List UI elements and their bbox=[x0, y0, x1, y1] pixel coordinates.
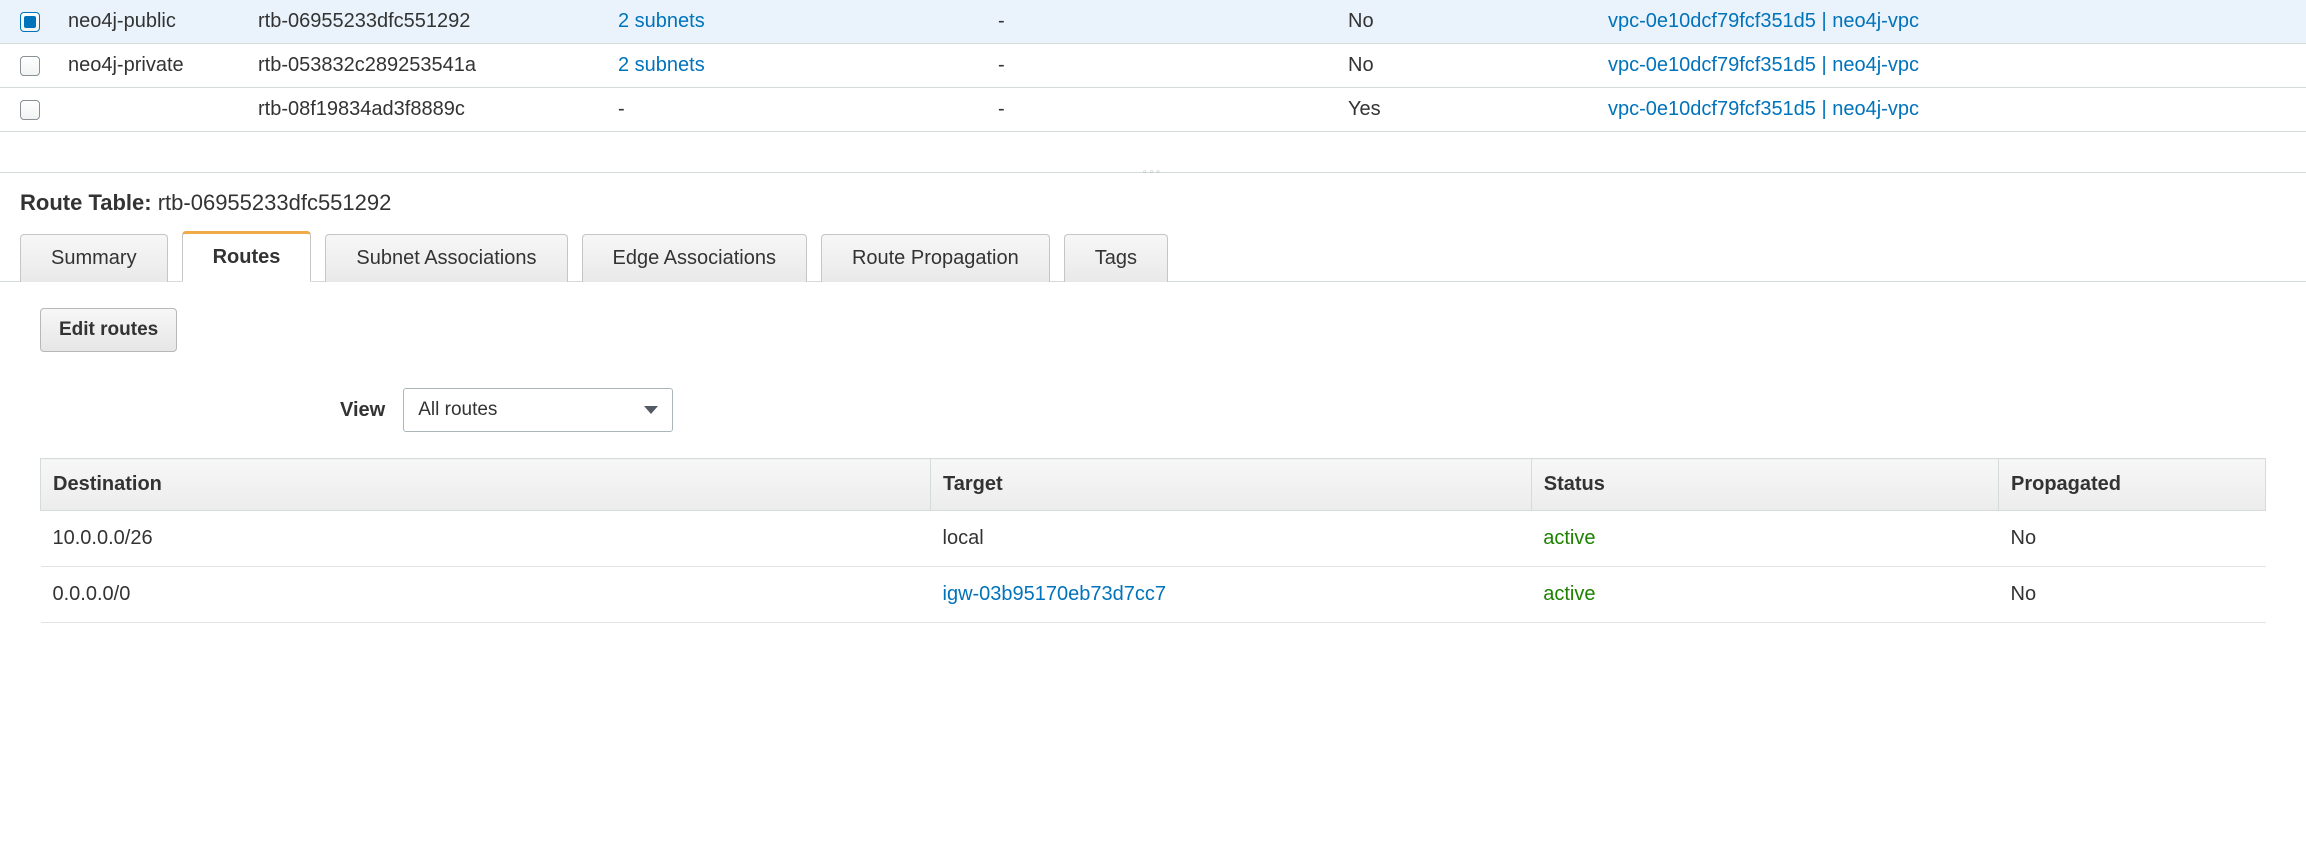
tab-routes[interactable]: Routes bbox=[182, 231, 312, 282]
route-status: active bbox=[1543, 583, 1595, 605]
rt-name-cell bbox=[60, 88, 250, 132]
main-cell: Yes bbox=[1340, 88, 1600, 132]
rt-id-cell: rtb-08f19834ad3f8889c bbox=[250, 88, 610, 132]
rt-name-cell: neo4j-private bbox=[60, 44, 250, 88]
route-propagated: No bbox=[1999, 567, 2266, 623]
routes-header-status[interactable]: Status bbox=[1531, 459, 1998, 511]
tab-tags[interactable]: Tags bbox=[1064, 234, 1168, 282]
view-label: View bbox=[340, 399, 385, 422]
routes-header-destination[interactable]: Destination bbox=[41, 459, 931, 511]
routes-tab-body: Edit routes View All routes Destination … bbox=[0, 282, 2306, 649]
detail-tabs: Summary Routes Subnet Associations Edge … bbox=[0, 230, 2306, 282]
route-target-link[interactable]: igw-03b95170eb73d7cc7 bbox=[943, 583, 1167, 605]
table-row: 0.0.0.0/0 igw-03b95170eb73d7cc7 active No bbox=[41, 567, 2266, 623]
vpc-link[interactable]: vpc-0e10dcf79fcf351d5 | neo4j-vpc bbox=[1608, 10, 1919, 32]
chevron-down-icon bbox=[644, 406, 658, 414]
table-row[interactable]: neo4j-privatertb-053832c289253541a 2 subn… bbox=[0, 44, 2306, 88]
subnets-link[interactable]: 2 subnets bbox=[618, 54, 705, 76]
route-destination: 0.0.0.0/0 bbox=[41, 567, 931, 623]
route-tables-list: neo4j-publicrtb-06955233dfc551292 2 subne… bbox=[0, 0, 2306, 132]
vpc-link[interactable]: vpc-0e10dcf79fcf351d5 | neo4j-vpc bbox=[1608, 98, 1919, 120]
vpc-link[interactable]: vpc-0e10dcf79fcf351d5 | neo4j-vpc bbox=[1608, 54, 1919, 76]
tab-route-propagation[interactable]: Route Propagation bbox=[821, 234, 1050, 282]
route-destination: 10.0.0.0/26 bbox=[41, 511, 931, 567]
row-checkbox[interactable] bbox=[20, 100, 40, 120]
row-checkbox[interactable] bbox=[20, 12, 40, 32]
drag-handle-icon: ▫▫▫ bbox=[1143, 167, 1163, 178]
view-filter-row: View All routes bbox=[40, 388, 2266, 432]
rt-name-cell: neo4j-public bbox=[60, 0, 250, 44]
detail-header-id: rtb-06955233dfc551292 bbox=[158, 190, 392, 215]
main-cell: No bbox=[1340, 0, 1600, 44]
routes-header-target[interactable]: Target bbox=[931, 459, 1532, 511]
routes-table: Destination Target Status Propagated 10.… bbox=[40, 458, 2266, 623]
routes-header-propagated[interactable]: Propagated bbox=[1999, 459, 2266, 511]
main-cell: No bbox=[1340, 44, 1600, 88]
tab-edge-associations[interactable]: Edge Associations bbox=[582, 234, 807, 282]
row-checkbox[interactable] bbox=[20, 56, 40, 76]
edge-cell: - bbox=[990, 44, 1340, 88]
tab-summary[interactable]: Summary bbox=[20, 234, 168, 282]
table-row: 10.0.0.0/26 local active No bbox=[41, 511, 2266, 567]
table-row[interactable]: neo4j-publicrtb-06955233dfc551292 2 subne… bbox=[0, 0, 2306, 44]
edge-cell: - bbox=[990, 0, 1340, 44]
table-row[interactable]: rtb-08f19834ad3f8889c--Yesvpc-0e10dcf79f… bbox=[0, 88, 2306, 132]
rt-id-cell: rtb-053832c289253541a bbox=[250, 44, 610, 88]
subnets-cell: - bbox=[618, 98, 625, 120]
tab-subnet-associations[interactable]: Subnet Associations bbox=[325, 234, 567, 282]
route-target: local bbox=[943, 527, 984, 549]
edge-cell: - bbox=[990, 88, 1340, 132]
view-select[interactable]: All routes bbox=[403, 388, 673, 432]
detail-header-label: Route Table: bbox=[20, 190, 152, 215]
edit-routes-button[interactable]: Edit routes bbox=[40, 308, 177, 352]
route-status: active bbox=[1543, 527, 1595, 549]
split-divider[interactable]: ▫▫▫ bbox=[0, 172, 2306, 186]
detail-header: Route Table: rtb-06955233dfc551292 bbox=[0, 186, 2306, 230]
subnets-link[interactable]: 2 subnets bbox=[618, 10, 705, 32]
rt-id-cell: rtb-06955233dfc551292 bbox=[250, 0, 610, 44]
view-select-value: All routes bbox=[418, 399, 497, 421]
route-propagated: No bbox=[1999, 511, 2266, 567]
